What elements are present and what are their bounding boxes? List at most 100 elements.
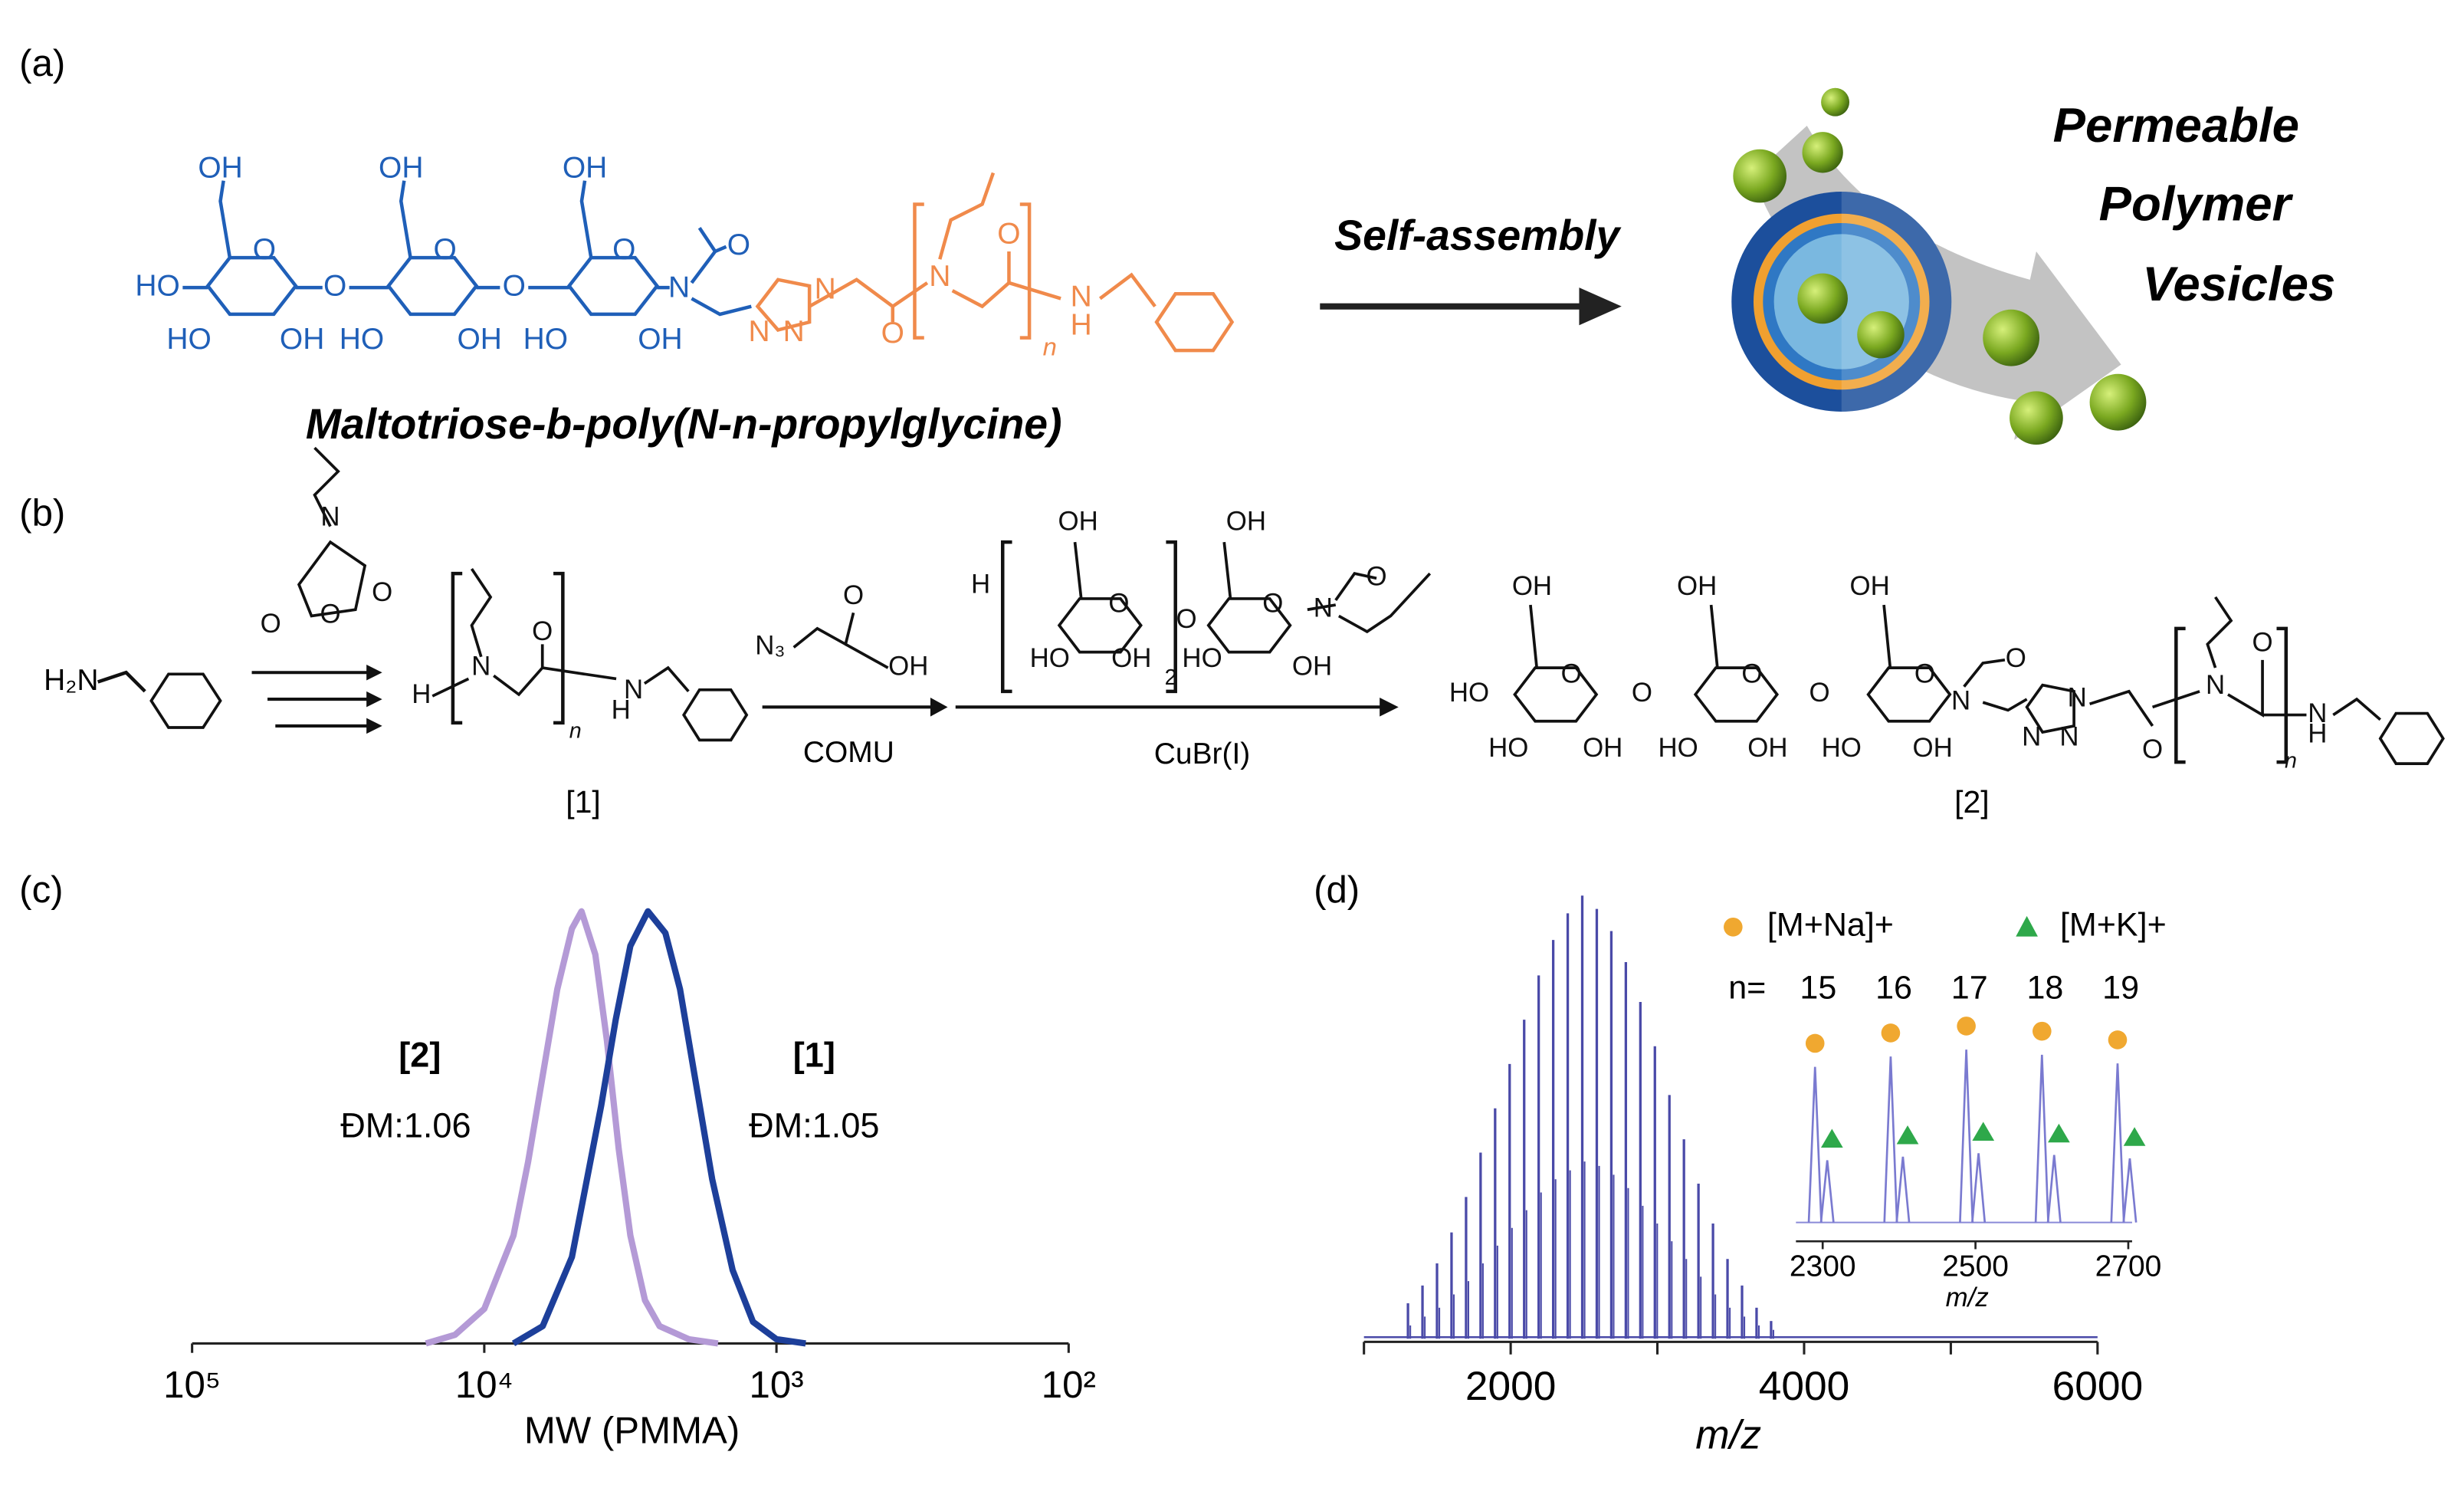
atom-label: OH xyxy=(379,152,423,185)
atom-label: H xyxy=(2308,718,2327,748)
bond xyxy=(691,297,752,317)
bond xyxy=(1882,604,1892,668)
atom-label: n xyxy=(1043,333,1057,361)
atom-label: OH xyxy=(1292,651,1332,681)
bond xyxy=(697,226,717,253)
atom-label: N xyxy=(783,315,805,348)
bond xyxy=(913,202,924,340)
bond xyxy=(1337,572,1432,634)
atom-label: OH xyxy=(1850,571,1890,601)
atom-label: OH xyxy=(458,323,502,356)
atom-label: HO xyxy=(1822,733,1862,763)
atom-label: N xyxy=(471,651,491,681)
product-text: Polymer xyxy=(2099,176,2294,231)
atom-label: O xyxy=(253,233,276,266)
atom-label: N xyxy=(2022,722,2041,752)
atom-label: HO xyxy=(1658,733,1698,763)
bond xyxy=(792,612,855,649)
atom-label: OH xyxy=(563,152,607,185)
bond xyxy=(1334,572,1377,602)
vesicle-graphic xyxy=(1731,87,2147,445)
inset-peak xyxy=(2034,1054,2049,1223)
inset-x-tick-label: 2300 xyxy=(1790,1250,1856,1283)
atom-label: OH xyxy=(1512,571,1552,601)
bond xyxy=(1982,698,2028,712)
atom-label: N xyxy=(624,675,643,705)
atom-label: N xyxy=(1071,281,1092,314)
atom-label: O xyxy=(503,269,526,302)
x-tick-label: 10² xyxy=(1042,1364,1096,1406)
caption: Maltotriose-b-poly(N-n-propylglycine) xyxy=(306,400,1062,448)
atom-label: N xyxy=(748,315,769,348)
atom-label: 2 xyxy=(1165,665,1177,690)
inset-peak xyxy=(1959,1049,1974,1223)
atom-label: H xyxy=(1071,309,1092,342)
bond-ring xyxy=(1866,666,1952,723)
atom-label: H₂N xyxy=(44,664,98,697)
legend-marker xyxy=(2016,915,2038,937)
product-text: Vesicles xyxy=(2142,257,2335,311)
atom-label: O xyxy=(727,228,750,261)
x-tick-label: 10⁵ xyxy=(163,1364,221,1406)
bond-ring xyxy=(1513,666,1599,723)
atom-label: OH xyxy=(1111,643,1151,673)
atom-label: HO xyxy=(135,269,179,302)
inset-peak xyxy=(2110,1063,2125,1223)
bond xyxy=(690,245,727,284)
atom-label: HO xyxy=(1030,643,1070,673)
n-value: 19 xyxy=(2102,970,2139,1007)
atom-label: N xyxy=(815,272,836,305)
bond xyxy=(218,180,232,258)
x-tick-label: 4000 xyxy=(1759,1364,1850,1409)
atom-label: OH xyxy=(1058,507,1098,537)
bond xyxy=(399,180,412,258)
arrowhead xyxy=(1579,287,1622,326)
peak-marker xyxy=(1805,1033,1825,1053)
atom-label: H xyxy=(971,570,990,599)
panel-label: (b) xyxy=(19,491,65,534)
bond xyxy=(579,180,593,258)
legend-label: [M+Na]+ xyxy=(1767,907,1894,944)
peak-marker xyxy=(2123,1127,2146,1146)
atom-label: n xyxy=(2285,749,2297,774)
inset-x-label: m/z xyxy=(1946,1283,1989,1312)
bond-ring xyxy=(682,688,749,742)
inset-peak xyxy=(1895,1156,1911,1223)
x-tick-label: 10⁴ xyxy=(455,1364,513,1406)
atom-label: N xyxy=(2308,698,2327,728)
x-axis-label: m/z xyxy=(1695,1412,1761,1457)
atom-label: OH xyxy=(638,323,682,356)
bond-ring xyxy=(2378,711,2445,765)
bond xyxy=(470,567,493,658)
atom-label: HO xyxy=(1182,643,1222,673)
bond-ring xyxy=(2025,683,2075,734)
bond xyxy=(1222,541,1232,599)
bond xyxy=(1098,272,1157,308)
bond xyxy=(97,670,146,693)
legend-marker xyxy=(1724,917,1743,937)
inset-peak xyxy=(1971,1153,1987,1223)
bond xyxy=(2174,626,2186,764)
atom-label: O xyxy=(2006,643,2026,673)
inset-peak xyxy=(1883,1056,1898,1223)
peak-marker xyxy=(1896,1125,1919,1145)
bond xyxy=(2227,659,2264,718)
bond-ring xyxy=(1206,597,1292,654)
panel-label: (a) xyxy=(19,42,65,84)
bond xyxy=(891,281,929,308)
n-value: 18 xyxy=(2026,970,2063,1007)
atom-label: O xyxy=(1367,561,1387,591)
peak-marker xyxy=(1957,1017,1976,1036)
atom-label: O xyxy=(1108,588,1129,618)
atom-label: N₃ xyxy=(755,631,785,661)
bond xyxy=(431,677,470,698)
reagent: CuBr(I) xyxy=(1154,737,1250,770)
n-value: 16 xyxy=(1875,970,1912,1007)
atom-label: OH xyxy=(198,152,242,185)
atom-label: H xyxy=(412,679,431,709)
product-text: Permeable xyxy=(2053,98,2299,153)
bond xyxy=(1008,281,1061,301)
atom-label: N xyxy=(1951,685,1970,715)
